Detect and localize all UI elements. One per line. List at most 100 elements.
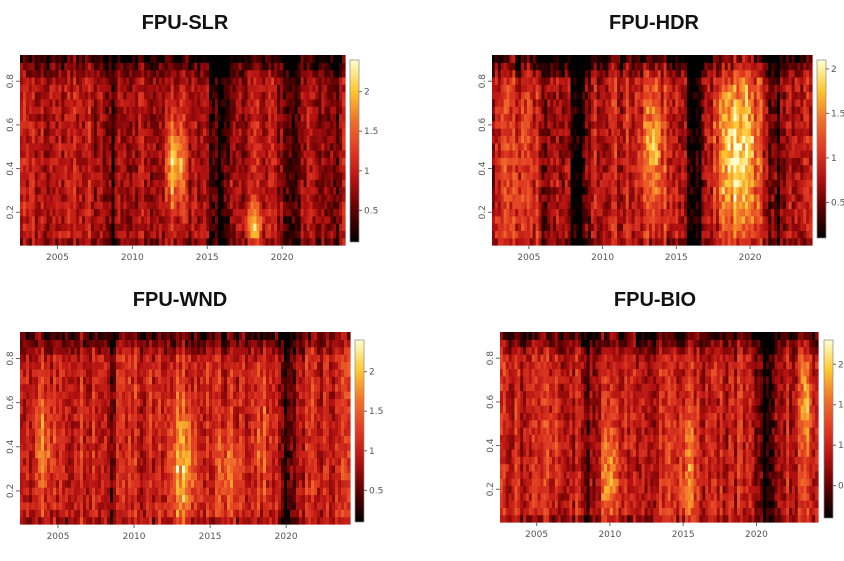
heatmap-cell [185,193,189,202]
heatmap-cell [241,171,246,180]
heatmap-cell [247,55,252,63]
heatmap-cell [291,135,296,144]
heatmap-cell [628,201,633,210]
heatmap-cell [704,179,708,188]
heatmap-cell [509,113,513,122]
heatmap-cell [155,223,160,231]
heatmap-cell [209,201,213,210]
heatmap-cell [67,164,71,173]
heatmap-cell [300,120,305,129]
heatmap-cell [220,164,225,173]
heatmap-cell [512,208,516,217]
heatmap-cell [309,55,314,63]
heatmap-cell [79,142,83,151]
heatmap-cell [614,62,618,71]
heatmap-cell [170,150,175,158]
heatmap-cell [701,179,705,188]
heatmap-cell [31,62,36,71]
heatmap-cell [247,230,252,239]
heatmap-cell [25,55,30,63]
heatmap-cell [147,55,151,63]
heatmap-cell [675,164,679,173]
heatmap-cell [599,55,604,63]
heatmap-cell [280,106,284,115]
heatmap-cell [588,91,592,100]
heatmap-cell [111,150,116,158]
heatmap-cell [724,128,729,136]
heatmap-cell [312,223,317,231]
heatmap-cell [646,120,650,129]
heatmap-cell [52,84,57,93]
heatmap-cell [105,201,110,210]
heatmap-cell [117,230,122,239]
heatmap-cell [684,215,688,224]
heatmap-cell [87,223,92,231]
heatmap-cell [582,91,586,100]
heatmap-cell [704,208,708,217]
heatmap-cell [303,84,308,93]
heatmap-cell [223,215,228,224]
heatmap-cell [509,179,513,188]
colorbar-tick-label: 1.5 [364,127,378,137]
heatmap-cell [573,237,577,246]
heatmap-cell [197,113,201,122]
heatmap-cell [649,113,653,122]
heatmap-cell [695,120,700,129]
heatmap-cell [76,84,80,93]
heatmap-cell [20,76,24,85]
heatmap-cell [300,237,305,246]
heatmap-cell [176,135,181,144]
heatmap-cell [553,142,557,151]
heatmap-cell [509,171,513,180]
heatmap-cell [215,98,219,107]
heatmap-cell [155,186,160,195]
heatmap-cell [182,201,187,210]
heatmap-cell [646,62,650,71]
heatmap-cell [660,76,665,85]
heatmap-cell [37,223,42,231]
heatmap-cell [666,150,671,158]
heatmap-cell [220,171,225,180]
heatmap-cell [25,98,30,107]
heatmap-cell [259,142,263,151]
heatmap-cell [28,179,33,188]
heatmap-cell [265,164,269,173]
heatmap-cell [226,201,231,210]
heatmap-cell [342,179,346,188]
heatmap-cell [333,150,337,158]
heatmap-cell [710,208,714,217]
heatmap-cell [235,230,240,239]
heatmap-cell [593,201,598,210]
heatmap-cell [721,69,726,78]
heatmap-cell [309,208,314,217]
heatmap-cell [220,91,225,100]
heatmap-cell [135,62,139,71]
heatmap-cell [108,164,113,173]
heatmap-cell [652,150,656,158]
heatmap-cell [117,164,122,173]
heatmap-cell [570,142,575,151]
heatmap-cell [336,201,340,210]
heatmap-cell [628,171,633,180]
heatmap-cell [173,62,178,71]
heatmap-cell [268,91,272,100]
heatmap-cell [634,186,639,195]
heatmap-cell [512,164,516,173]
heatmap-cell [244,113,249,122]
heatmap-cell [277,186,281,195]
heatmap-cell [173,171,178,180]
heatmap-cell [67,171,71,180]
heatmap-cell [158,186,163,195]
heatmap-cell [704,135,708,144]
heatmap-cell [99,201,104,210]
heatmap-cell [718,128,723,136]
heatmap-cell [622,62,627,71]
heatmap-cell [330,135,334,144]
heatmap-cell [526,69,531,78]
heatmap-cell [61,179,65,188]
heatmap-cell [114,150,119,158]
heatmap-cell [40,84,45,93]
heatmap-cell [660,69,665,78]
heatmap-cell [220,62,225,71]
heatmap-cell [716,142,720,151]
